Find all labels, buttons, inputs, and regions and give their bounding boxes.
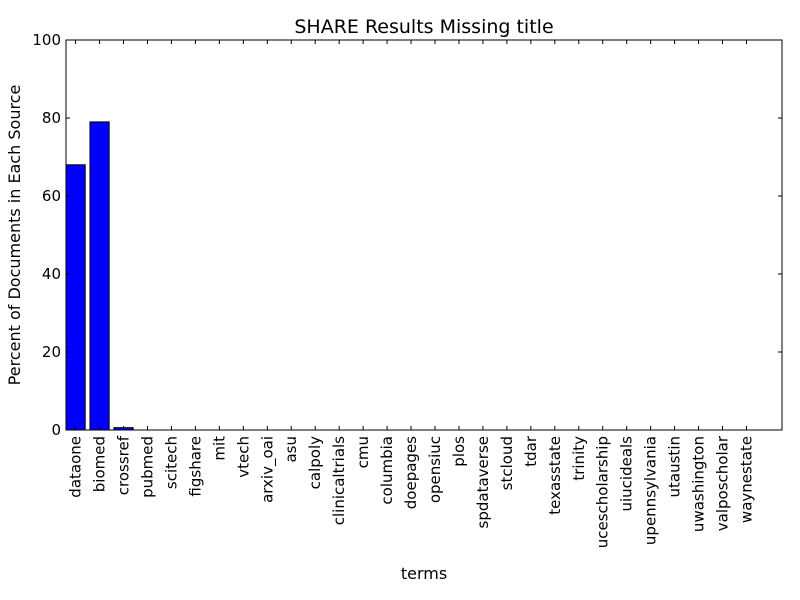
x-tick-label-asu: asu [282, 436, 300, 463]
y-tick-label-100: 100 [32, 31, 61, 49]
x-tick-label-figshare: figshare [186, 436, 204, 497]
x-axis-label: terms [401, 564, 447, 583]
x-tick-label-stcloud: stcloud [498, 436, 516, 490]
x-tick-label-ucescholarship: ucescholarship [594, 436, 612, 548]
x-tick-label-mit: mit [210, 436, 228, 461]
x-tick-label-calpoly: calpoly [306, 436, 324, 489]
x-tick-label-biomed: biomed [91, 436, 109, 492]
bar-biomed [89, 121, 110, 431]
x-tick-label-uiucideals: uiucideals [618, 436, 636, 512]
x-tick-label-doepages: doepages [402, 436, 420, 509]
y-tick-label-80: 80 [42, 109, 61, 127]
y-tick-label-60: 60 [42, 187, 61, 205]
x-tick-label-arxiv_oai: arxiv_oai [258, 436, 277, 503]
x-tick-label-waynestate: waynestate [737, 436, 755, 523]
x-tick-label-upennsylvania: upennsylvania [642, 436, 660, 545]
y-axis-ticks: 0 20 40 60 80 100 [32, 31, 782, 439]
x-tick-label-cmu: cmu [354, 436, 372, 468]
plot-area-frame [65, 39, 783, 431]
x-tick-label-utaustin: utaustin [666, 436, 684, 497]
bars-group [65, 121, 134, 431]
x-tick-label-plos: plos [450, 436, 468, 467]
x-tick-label-vtech: vtech [234, 436, 252, 478]
x-tick-label-texasstate: texasstate [546, 436, 564, 515]
x-tick-label-uwashington: uwashington [690, 436, 708, 532]
x-tick-label-dataone: dataone [67, 436, 85, 498]
x-tick-label-columbia: columbia [378, 436, 396, 505]
x-tick-label-spdataverse: spdataverse [474, 436, 492, 528]
x-tick-label-pubmed: pubmed [138, 436, 156, 498]
x-tick-label-clinicaltrials: clinicaltrials [330, 436, 348, 525]
x-tick-label-tdar: tdar [522, 435, 540, 467]
chart-title: SHARE Results Missing title [294, 16, 553, 38]
x-tick-label-crossref: crossref [115, 435, 133, 495]
y-tick-label-40: 40 [42, 265, 61, 283]
x-tick-label-opensiuc: opensiuc [426, 436, 444, 503]
x-tick-label-trinity: trinity [570, 436, 588, 481]
x-tick-label-valposcholar: valposcholar [714, 435, 732, 531]
x-axis-ticks: dataone biomed crossref pubmed scitech figsha… [67, 40, 755, 548]
x-tick-label-scitech: scitech [162, 436, 180, 489]
bar-dataone [65, 164, 86, 431]
y-tick-label-0: 0 [51, 421, 61, 439]
y-tick-label-20: 20 [42, 343, 61, 361]
y-axis-label: Percent of Documents in Each Source [5, 85, 24, 386]
